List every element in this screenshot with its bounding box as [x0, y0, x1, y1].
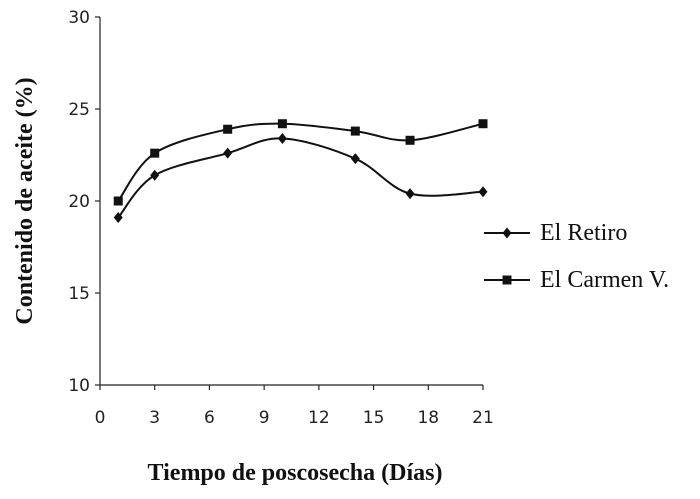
- legend-item: El Carmen V.: [484, 267, 669, 293]
- x-tick-label: 21: [472, 408, 494, 428]
- y-tick-label: 10: [68, 376, 90, 396]
- data-point: [277, 119, 287, 129]
- legend-item: El Retiro: [484, 220, 627, 246]
- x-tick-label: 9: [259, 408, 270, 428]
- data-point: [350, 126, 360, 136]
- legend-marker: [502, 227, 512, 239]
- series-line: [117, 137, 484, 219]
- x-tick-label: 6: [204, 408, 215, 428]
- legend-label: El Retiro: [540, 220, 627, 246]
- y-ticks: 10 15 20 25 30: [68, 8, 100, 396]
- x-tick-label: 15: [363, 408, 385, 428]
- x-tick-label: 3: [149, 408, 160, 428]
- x-ticks: 0 3 6 9 12 15 18 21: [95, 385, 494, 428]
- y-tick-label: 15: [68, 284, 90, 304]
- data-point: [478, 119, 488, 129]
- series-el-retiro: [113, 132, 488, 224]
- y-tick-label: 25: [68, 100, 90, 120]
- y-axis-title: Contenido de aceite (%): [12, 77, 38, 324]
- legend-marker: [502, 275, 512, 285]
- data-point: [405, 188, 415, 200]
- data-point: [113, 196, 123, 206]
- series-el-carmen: [113, 119, 488, 206]
- legend: El Retiro El Carmen V.: [484, 220, 669, 293]
- data-point: [150, 169, 160, 181]
- x-tick-label: 12: [308, 408, 330, 428]
- data-point: [350, 153, 360, 165]
- data-point: [277, 132, 287, 144]
- x-tick-label: 0: [95, 408, 106, 428]
- data-point: [223, 147, 233, 159]
- axes: 10 15 20 25 30 0 3 6 9 12 15 18 21: [68, 8, 493, 428]
- data-point: [223, 124, 233, 134]
- plot-area: [113, 119, 488, 224]
- legend-label: El Carmen V.: [540, 267, 669, 293]
- data-point: [113, 212, 123, 224]
- data-point: [405, 135, 415, 145]
- x-tick-label: 18: [417, 408, 439, 428]
- x-axis-title: Tiempo de poscosecha (Días): [148, 460, 443, 486]
- data-point: [478, 186, 488, 198]
- series-line: [117, 122, 484, 202]
- y-tick-label: 20: [68, 192, 90, 212]
- data-point: [150, 148, 160, 158]
- y-tick-label: 30: [68, 8, 90, 28]
